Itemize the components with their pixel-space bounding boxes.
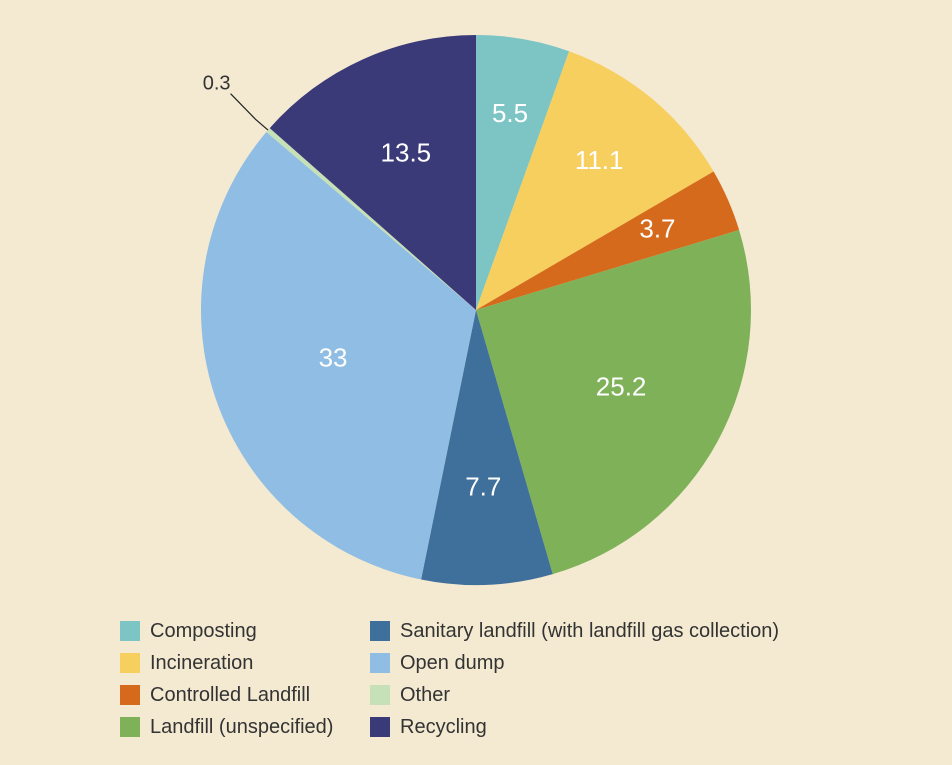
legend-label: Open dump	[400, 652, 505, 674]
slice-label-sanitary_landfill: 7.7	[465, 471, 501, 501]
pie-svg: 5.5 11.1 3.7 25.2 7.7 33 0.3 13.5	[0, 0, 952, 620]
legend-item-recycling: Recycling	[370, 716, 860, 738]
legend-swatch-recycling	[370, 717, 390, 737]
slice-label-composting: 5.5	[492, 98, 528, 128]
legend-swatch-controlled_landfill	[120, 685, 140, 705]
legend-label: Controlled Landfill	[150, 684, 310, 706]
legend-swatch-landfill_unspec	[120, 717, 140, 737]
chart-container: { "chart": { "type": "pie", "background_…	[0, 0, 952, 765]
legend-column-right: Sanitary landfill (with landfill gas col…	[370, 620, 860, 738]
legend-label: Landfill (unspecified)	[150, 716, 333, 738]
slice-label-recycling: 13.5	[381, 137, 432, 167]
legend-item-sanitary_landfill: Sanitary landfill (with landfill gas col…	[370, 620, 860, 642]
slice-label-controlled_landfill: 3.7	[639, 214, 675, 244]
legend-item-composting: Composting	[120, 620, 370, 642]
legend: Composting Incineration Controlled Landfil…	[120, 620, 860, 738]
slice-label-landfill_unspec: 25.2	[596, 371, 647, 401]
slice-label-other: 0.3	[203, 73, 231, 95]
callout-line-other	[231, 94, 268, 130]
legend-item-open_dump: Open dump	[370, 652, 860, 674]
legend-label: Other	[400, 684, 450, 706]
legend-item-controlled_landfill: Controlled Landfill	[120, 684, 370, 706]
legend-label: Recycling	[400, 716, 487, 738]
legend-swatch-incineration	[120, 653, 140, 673]
slice-label-open_dump: 33	[319, 342, 348, 372]
slice-label-incineration: 11.1	[575, 145, 624, 175]
legend-item-landfill_unspec: Landfill (unspecified)	[120, 716, 370, 738]
legend-swatch-composting	[120, 621, 140, 641]
legend-label: Incineration	[150, 652, 253, 674]
legend-swatch-open_dump	[370, 653, 390, 673]
legend-swatch-other	[370, 685, 390, 705]
legend-swatch-sanitary_landfill	[370, 621, 390, 641]
legend-item-incineration: Incineration	[120, 652, 370, 674]
legend-column-left: Composting Incineration Controlled Landfil…	[120, 620, 370, 738]
legend-item-other: Other	[370, 684, 860, 706]
pie-chart: 5.5 11.1 3.7 25.2 7.7 33 0.3 13.5	[0, 0, 952, 620]
legend-label: Composting	[150, 620, 257, 642]
legend-label: Sanitary landfill (with landfill gas col…	[400, 620, 779, 642]
